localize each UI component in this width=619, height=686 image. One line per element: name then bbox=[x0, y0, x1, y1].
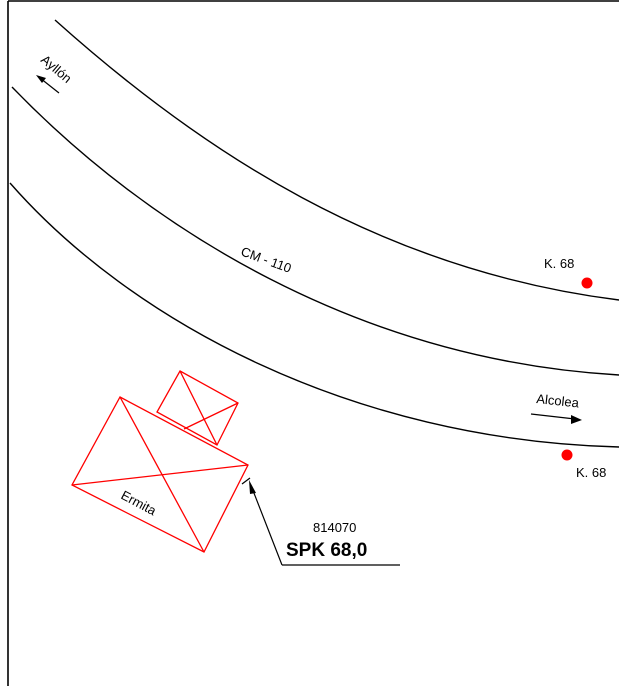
building-annex bbox=[156, 370, 239, 446]
km-marker-north: K. 68 bbox=[544, 256, 593, 289]
km-marker-dot bbox=[561, 449, 573, 461]
map-frame bbox=[7, 0, 619, 686]
survey-leader bbox=[241, 477, 400, 566]
arrow-left-icon bbox=[36, 75, 60, 94]
road-edge-north bbox=[54, 19, 619, 301]
direction-alcolea: Alcolea bbox=[530, 391, 582, 424]
arrow-right-icon bbox=[530, 413, 582, 424]
survey-point-label: SPK 68,0 bbox=[286, 540, 367, 561]
direction-label-alcolea: Alcolea bbox=[536, 391, 581, 410]
km-marker-label: K. 68 bbox=[544, 256, 574, 271]
km-marker-south: K. 68 bbox=[561, 449, 606, 480]
survey-tick bbox=[241, 477, 251, 485]
road-edge-south bbox=[9, 182, 619, 448]
leader-arrow-icon bbox=[249, 480, 256, 494]
building-ermita bbox=[71, 370, 249, 553]
direction-ayllon: Ayllón bbox=[36, 52, 75, 94]
road-name-label: CM - 110 bbox=[239, 244, 293, 276]
building-annex-diagonal bbox=[183, 402, 239, 430]
km-marker-label: K. 68 bbox=[576, 465, 606, 480]
building-annex-diagonal bbox=[179, 370, 218, 446]
building-diagonal bbox=[71, 464, 249, 486]
building-label: Ermita bbox=[119, 487, 160, 518]
road-lines bbox=[9, 19, 619, 448]
km-marker-dot bbox=[581, 277, 593, 289]
road-centerline bbox=[11, 86, 619, 376]
survey-point-code: 814070 bbox=[313, 520, 356, 535]
survey-leader-diagonal bbox=[251, 487, 283, 566]
